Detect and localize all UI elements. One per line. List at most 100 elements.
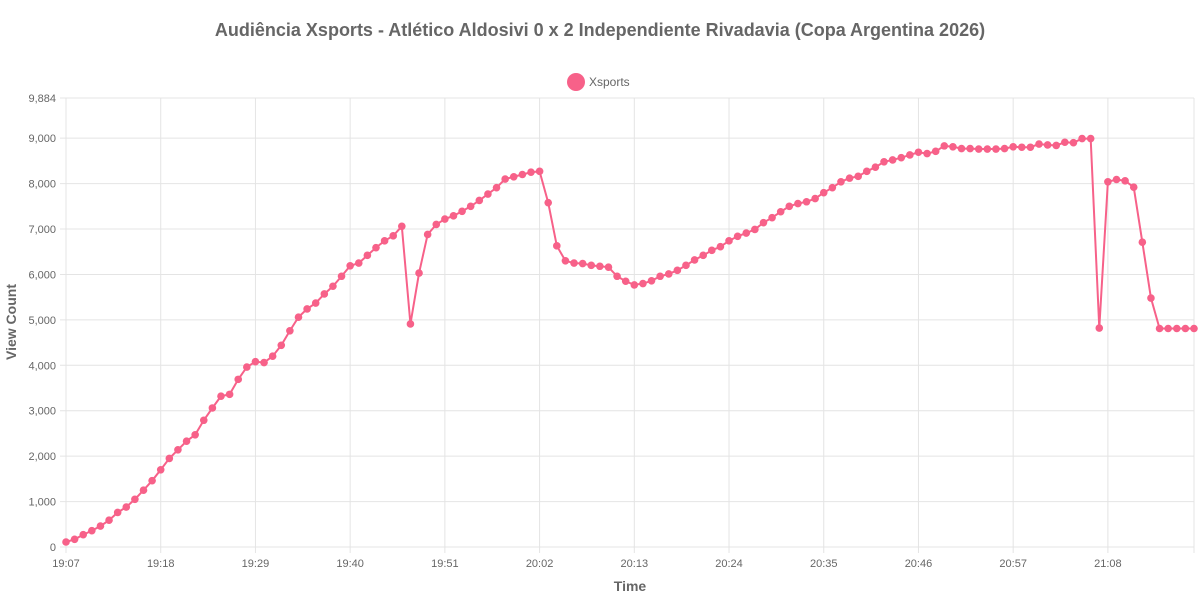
data-point[interactable] (957, 144, 966, 153)
data-point[interactable] (570, 259, 578, 267)
data-point[interactable] (819, 188, 828, 197)
data-point[interactable] (1095, 324, 1104, 332)
data-point[interactable] (708, 246, 716, 255)
data-point[interactable] (1086, 134, 1095, 143)
data-point[interactable] (415, 269, 423, 277)
data-point[interactable] (475, 196, 484, 205)
data-point[interactable] (518, 170, 527, 179)
data-point[interactable] (501, 175, 509, 183)
data-point[interactable] (716, 242, 725, 251)
data-point[interactable] (88, 526, 96, 535)
data-point[interactable] (733, 232, 742, 241)
data-point[interactable] (329, 282, 337, 291)
data-point[interactable] (70, 535, 79, 544)
data-point[interactable] (234, 375, 243, 384)
data-point[interactable] (544, 198, 552, 207)
data-point[interactable] (699, 251, 707, 260)
data-point[interactable] (888, 156, 897, 164)
data-point[interactable] (906, 151, 914, 159)
data-point[interactable] (191, 431, 199, 439)
data-point[interactable] (587, 261, 596, 270)
data-point[interactable] (96, 522, 105, 530)
data-point[interactable] (208, 404, 217, 412)
data-point[interactable] (785, 202, 794, 211)
data-point[interactable] (1043, 141, 1052, 149)
data-point[interactable] (1138, 238, 1147, 246)
data-point[interactable] (286, 326, 294, 335)
data-point[interactable] (811, 194, 819, 203)
data-point[interactable] (131, 495, 139, 504)
data-point[interactable] (656, 272, 664, 281)
data-point[interactable] (613, 272, 621, 281)
data-point[interactable] (596, 262, 604, 271)
data-point[interactable] (1172, 324, 1181, 333)
data-point[interactable] (871, 163, 880, 172)
data-point[interactable] (398, 222, 406, 231)
data-point[interactable] (217, 392, 225, 400)
data-point[interactable] (690, 256, 699, 264)
data-point[interactable] (1190, 324, 1198, 333)
data-point[interactable] (561, 257, 570, 265)
data-point[interactable] (1181, 324, 1190, 333)
data-point[interactable] (466, 202, 475, 211)
data-point[interactable] (303, 305, 311, 313)
data-point[interactable] (1155, 324, 1164, 333)
data-point[interactable] (759, 218, 768, 227)
data-point[interactable] (604, 263, 613, 271)
data-point[interactable] (337, 272, 346, 281)
data-point[interactable] (182, 437, 191, 445)
data-point[interactable] (122, 503, 131, 511)
data-point[interactable] (148, 476, 156, 485)
data-point[interactable] (1017, 143, 1026, 152)
data-point[interactable] (509, 172, 518, 181)
data-point[interactable] (484, 190, 492, 198)
data-point[interactable] (1000, 144, 1009, 153)
data-point[interactable] (1061, 138, 1069, 147)
data-point[interactable] (923, 149, 931, 158)
data-point[interactable] (139, 486, 148, 495)
data-point[interactable] (621, 277, 630, 286)
data-point[interactable] (346, 262, 354, 270)
data-point[interactable] (682, 261, 690, 270)
data-point[interactable] (363, 251, 372, 260)
data-point[interactable] (492, 183, 501, 192)
data-point[interactable] (1035, 140, 1043, 148)
data-point[interactable] (1009, 142, 1017, 151)
data-point[interactable] (931, 147, 940, 156)
data-point[interactable] (432, 220, 441, 229)
data-point[interactable] (828, 183, 837, 192)
data-point[interactable] (441, 215, 449, 223)
data-point[interactable] (311, 299, 320, 307)
data-point[interactable] (1129, 183, 1138, 192)
data-point[interactable] (880, 157, 888, 166)
data-point[interactable] (1121, 177, 1129, 185)
data-point[interactable] (553, 242, 561, 250)
data-point[interactable] (854, 172, 862, 181)
data-point[interactable] (983, 145, 992, 153)
data-point[interactable] (794, 199, 802, 208)
data-point[interactable] (630, 281, 639, 289)
data-point[interactable] (578, 259, 587, 268)
data-point[interactable] (174, 445, 182, 454)
data-point[interactable] (113, 508, 122, 517)
data-point[interactable] (862, 167, 871, 176)
data-point[interactable] (449, 212, 458, 220)
data-point[interactable] (423, 230, 432, 239)
data-point[interactable] (105, 516, 113, 524)
data-point[interactable] (225, 390, 234, 399)
data-point[interactable] (199, 416, 208, 425)
data-point[interactable] (802, 197, 811, 206)
legend-label-xsports[interactable]: Xsports (589, 75, 630, 89)
data-point[interactable] (914, 148, 923, 157)
data-point[interactable] (664, 270, 673, 278)
data-point[interactable] (974, 145, 983, 153)
legend-swatch-xsports[interactable] (567, 73, 585, 91)
data-point[interactable] (354, 259, 363, 267)
data-point[interactable] (725, 237, 733, 245)
data-point[interactable] (673, 266, 682, 275)
data-point[interactable] (243, 363, 251, 371)
data-point[interactable] (768, 213, 776, 222)
data-point[interactable] (647, 277, 656, 285)
data-point[interactable] (1069, 138, 1078, 147)
data-point[interactable] (992, 145, 1000, 153)
